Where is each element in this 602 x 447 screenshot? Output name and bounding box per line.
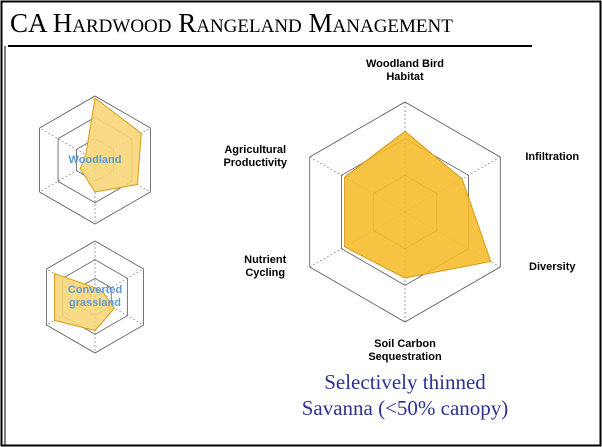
axis-label: Agricultural Productivity [223,144,288,169]
axis-label: Infiltration [525,150,580,163]
grid-ring [39,95,151,225]
chart-label: Converted grassland [67,284,123,309]
caption-line: Savanna (<50% canopy) [301,396,509,420]
caption-line: Selectively thinned [324,370,486,394]
axis-label: Diversity [529,260,576,273]
axis-spoke [39,159,96,193]
chart-label: Woodland [68,153,122,166]
slide-title: CA Hardwood Rangeland Management [10,8,453,38]
axis-label: Soil Carbon Sequestration [368,338,442,363]
radar-area [79,97,142,193]
axis-label: Nutrient Cycling [244,254,287,279]
axis-label: Woodland Bird Habitat [365,58,444,83]
radar-area [344,130,492,279]
grid-ring [46,240,144,354]
axis-spoke [39,127,96,161]
radar-area [54,272,116,332]
